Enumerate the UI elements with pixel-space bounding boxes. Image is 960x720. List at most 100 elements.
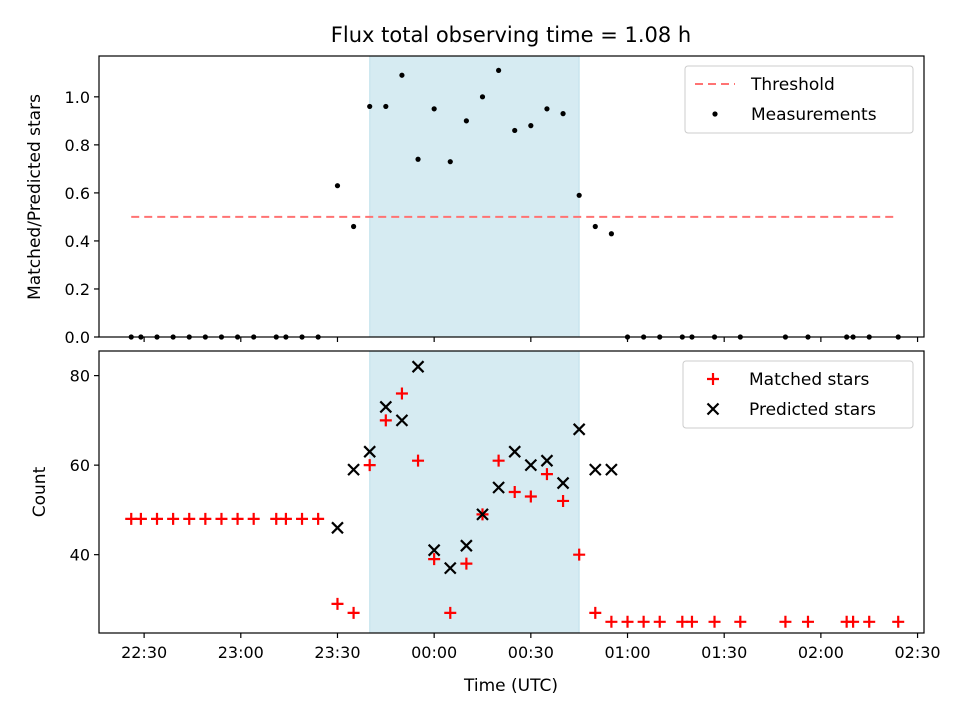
matched-star-marker bbox=[540, 468, 553, 481]
predicted-star-marker bbox=[556, 476, 570, 490]
matched-star-marker bbox=[653, 615, 666, 628]
predicted-star-marker bbox=[347, 463, 360, 476]
bottom-panel: Count Time (UTC) 22:30 23:00 23:30 00:00 00:… bbox=[30, 350, 941, 696]
legend-marker-swatch bbox=[712, 111, 718, 117]
top-y-tick-label: 0.6 bbox=[65, 184, 90, 203]
legend-label: Measurements bbox=[751, 105, 877, 125]
x-tick-label: 01:30 bbox=[701, 643, 747, 662]
predicted-star-marker bbox=[379, 400, 393, 414]
matched-star-marker bbox=[734, 615, 747, 628]
x-tick-label: 02:30 bbox=[895, 643, 941, 662]
bottom-legend-box bbox=[682, 360, 914, 429]
top-observing-span bbox=[369, 55, 580, 338]
matched-star-marker bbox=[379, 414, 392, 427]
top-y-axis-label: Matched/Predicted stars bbox=[25, 94, 45, 300]
x-tick-label: 23:00 bbox=[218, 643, 264, 662]
matched-star-marker bbox=[589, 606, 602, 619]
top-axes-frame bbox=[98, 55, 925, 338]
legend-marker-swatch bbox=[707, 373, 719, 385]
top-y-tick-label: 1.0 bbox=[65, 88, 90, 107]
matched-star-marker bbox=[637, 615, 650, 628]
matched-star-marker bbox=[247, 512, 260, 525]
matched-star-marker bbox=[847, 615, 860, 628]
predicted-star-marker bbox=[524, 458, 538, 472]
matched-star-marker bbox=[621, 615, 634, 628]
measurement-point bbox=[415, 156, 421, 162]
bottom-legend: Matched stars Predicted stars bbox=[682, 360, 914, 429]
matched-star-marker bbox=[296, 512, 309, 525]
bottom-y-tick-label: 40 bbox=[70, 546, 90, 565]
measurement-point bbox=[544, 106, 550, 112]
measurement-point bbox=[496, 67, 502, 74]
matched-star-marker bbox=[605, 615, 618, 628]
x-tick-label: 02:00 bbox=[798, 643, 844, 662]
matched-star-marker bbox=[167, 512, 180, 525]
x-tick-label: 22:30 bbox=[121, 643, 167, 662]
x-tick-label: 01:00 bbox=[604, 643, 650, 662]
measurement-point bbox=[479, 94, 486, 100]
matched-star-marker bbox=[508, 486, 521, 498]
predicted-star-marker bbox=[460, 539, 473, 552]
matched-star-marker bbox=[524, 490, 537, 503]
top-legend: Threshold Measurements bbox=[684, 65, 914, 134]
matched-star-marker bbox=[231, 512, 244, 525]
measurement-point bbox=[463, 118, 469, 124]
measurement-point bbox=[431, 106, 437, 112]
x-tick-label: 00:00 bbox=[411, 643, 457, 662]
matched-star-marker bbox=[801, 615, 814, 628]
measurement-point bbox=[383, 103, 389, 110]
measurement-point bbox=[447, 159, 453, 165]
x-tick-label: 23:30 bbox=[314, 643, 360, 662]
x-tick-label: 00:30 bbox=[508, 643, 554, 662]
measurement-point bbox=[399, 72, 405, 78]
bottom-y-tick-label: 60 bbox=[70, 456, 90, 475]
measurement-point bbox=[560, 111, 566, 117]
matched-star-marker bbox=[492, 454, 505, 467]
legend-label: Threshold bbox=[750, 75, 835, 95]
top-panel: Flux total observing time = 1.08 h Match… bbox=[25, 23, 925, 347]
predicted-star-marker bbox=[395, 414, 409, 427]
matched-star-marker bbox=[151, 512, 164, 525]
matched-star-marker bbox=[557, 494, 570, 507]
measurement-point bbox=[350, 223, 357, 230]
bottom-observing-span bbox=[369, 350, 580, 634]
predicted-star-marker bbox=[411, 360, 425, 373]
predicted-star-marker bbox=[443, 561, 457, 575]
matched-star-marker bbox=[863, 615, 876, 628]
bottom-y-tick-label: 80 bbox=[70, 367, 90, 386]
measurement-point bbox=[576, 192, 582, 198]
legend-marker-swatch bbox=[706, 402, 720, 416]
bottom-axes-frame bbox=[98, 350, 925, 634]
matched-star-marker bbox=[779, 615, 792, 628]
matched-star-marker bbox=[312, 512, 325, 525]
measurement-point bbox=[367, 103, 373, 110]
top-y-tick-label: 0.2 bbox=[65, 280, 90, 299]
top-y-tick-label: 0.4 bbox=[65, 232, 90, 251]
chart-title: Flux total observing time = 1.08 h bbox=[331, 23, 691, 47]
matched-star-marker bbox=[215, 512, 228, 525]
matched-star-marker bbox=[183, 512, 196, 525]
legend-label: Predicted stars bbox=[749, 400, 876, 420]
predicted-star-marker bbox=[508, 445, 522, 458]
matched-star-marker bbox=[412, 454, 425, 467]
matched-star-marker bbox=[199, 512, 212, 525]
predicted-star-marker bbox=[540, 454, 554, 467]
matched-star-marker bbox=[363, 459, 376, 472]
measurement-point bbox=[528, 123, 534, 129]
matched-star-marker bbox=[279, 512, 292, 525]
matched-star-marker bbox=[573, 548, 586, 561]
matched-star-marker bbox=[685, 615, 698, 628]
matched-star-marker bbox=[395, 387, 408, 400]
predicted-star-marker bbox=[363, 445, 376, 458]
predicted-star-marker bbox=[492, 481, 505, 494]
predicted-star-marker bbox=[427, 543, 441, 557]
matched-star-marker bbox=[708, 615, 721, 628]
top-y-tick-label: 0.0 bbox=[65, 328, 90, 347]
measurement-point bbox=[334, 183, 341, 189]
measurement-point bbox=[592, 223, 598, 230]
measurement-point bbox=[608, 231, 615, 237]
matched-star-marker bbox=[428, 553, 441, 566]
predicted-star-marker bbox=[605, 463, 618, 476]
matched-star-marker bbox=[460, 557, 473, 570]
matched-star-marker bbox=[892, 615, 905, 628]
